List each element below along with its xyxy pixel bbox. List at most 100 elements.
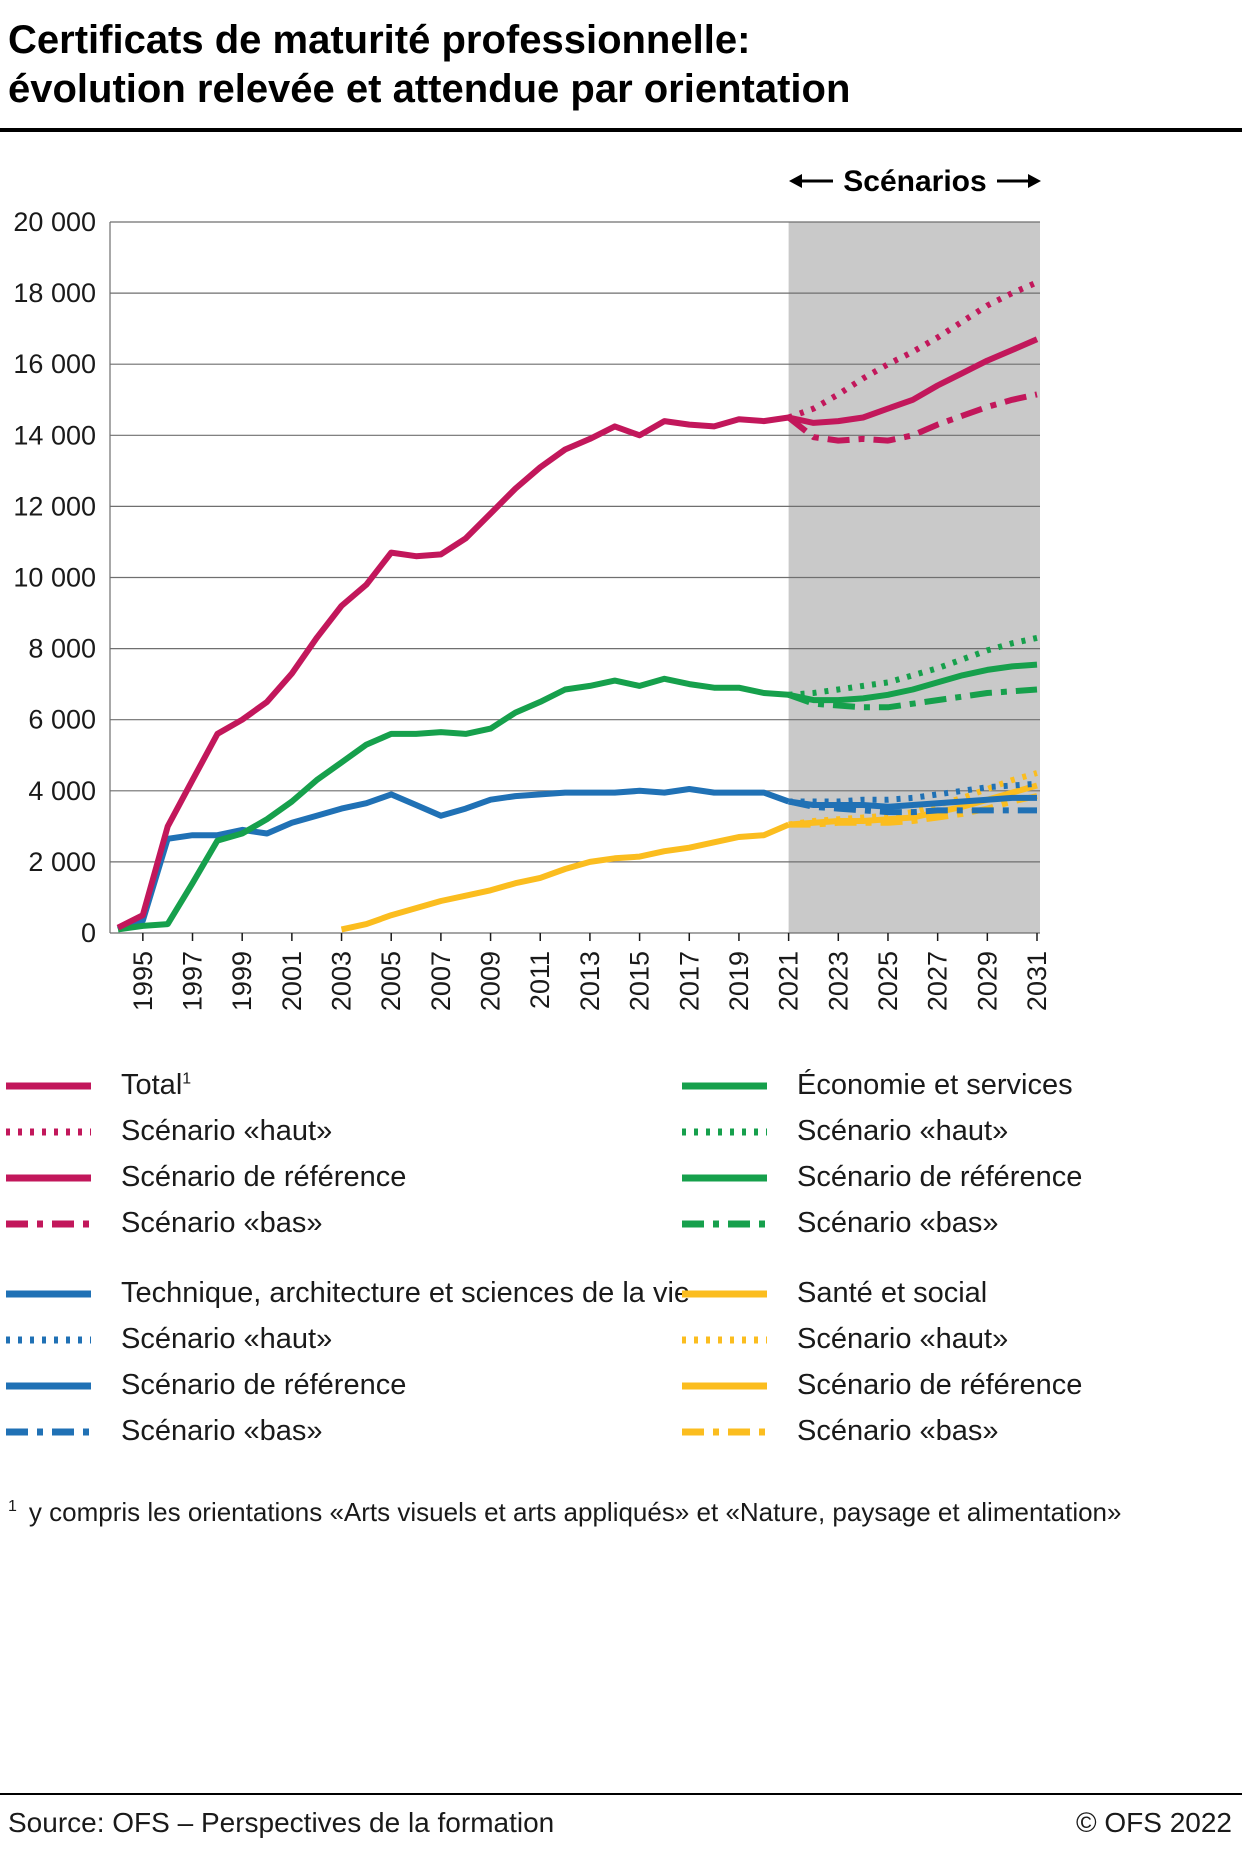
- series-technique-bas: [787, 798, 1037, 815]
- legend-label: Scénario «haut»: [797, 1115, 1009, 1148]
- x-tick-label: 2027: [923, 951, 953, 1011]
- legend-label: Scénario de référence: [121, 1161, 407, 1194]
- scenarios-label: Scénarios: [843, 165, 986, 198]
- x-tick-label: 2009: [476, 951, 506, 1011]
- legend-label: Scénario «haut»: [121, 1115, 333, 1148]
- legend-swatch-solid-icon: [682, 1382, 767, 1390]
- copyright-text: © OFS 2022: [1075, 1807, 1232, 1838]
- legend-item: Scénario «bas»: [682, 1201, 1242, 1247]
- legend-swatch-solid-icon: [6, 1382, 91, 1390]
- x-tick-label: 2031: [1022, 951, 1052, 1011]
- legend-item: Scénario «haut»: [6, 1317, 682, 1363]
- legend-label: Santé et social: [797, 1277, 988, 1310]
- y-tick-label: 12 000: [13, 491, 96, 521]
- series-economie-bas: [787, 686, 1038, 710]
- y-tick-label: 2 000: [28, 846, 96, 876]
- legend-label: Scénario «bas»: [797, 1207, 999, 1240]
- series-sante-observe: [340, 821, 790, 932]
- legend-column-right: Économie et services Scénario «haut» Scéna…: [682, 1063, 1242, 1455]
- x-tick-label: 1999: [227, 951, 257, 1011]
- legend-label: Scénario «bas»: [121, 1415, 323, 1448]
- x-tick-label: 2001: [277, 951, 307, 1011]
- legend-label: Scénario «bas»: [797, 1415, 999, 1448]
- legend-item: Scénario de référence: [682, 1155, 1242, 1201]
- y-tick-label: 18 000: [13, 278, 96, 308]
- y-tick-label: 6 000: [28, 704, 96, 734]
- legend-label: Scénario de référence: [121, 1369, 407, 1402]
- series-total-reference: [787, 336, 1039, 426]
- legend-item: Scénario «bas»: [6, 1409, 682, 1455]
- y-tick-label: 16 000: [13, 349, 96, 379]
- x-tick-label: 2017: [674, 951, 704, 1011]
- x-tick-label: 2025: [873, 951, 903, 1011]
- legend-item: Scénario «bas»: [6, 1201, 682, 1247]
- footnote-ref: 1: [182, 1070, 192, 1088]
- legend-item: Scénario «bas»: [682, 1409, 1242, 1455]
- y-tick-label: 4 000: [28, 775, 96, 805]
- legend-swatch-dotted-icon: [682, 1336, 767, 1344]
- legend-label: Scénario de référence: [797, 1369, 1083, 1402]
- chart-block: 0 2 000 4 000 6 000 8 000 10 000 12 000 14 000 1…: [0, 134, 1242, 1029]
- series-technique-haut: [788, 780, 1038, 805]
- legend-item: Santé et social: [682, 1271, 1242, 1317]
- title-divider: [0, 127, 1242, 132]
- legend-swatch-solid-icon: [682, 1082, 767, 1090]
- x-tick-label: 1997: [178, 951, 208, 1011]
- legend-swatch-dashdot-icon: [682, 1428, 767, 1436]
- legend-swatch-dashdot-icon: [6, 1428, 91, 1436]
- footer: Source: OFS – Perspectives de la formati…: [0, 1793, 1242, 1839]
- title-line-2: évolution relevée et attendue par orient…: [8, 66, 851, 111]
- legend-item: Économie et services: [682, 1063, 1242, 1109]
- source-text: Source: OFS – Perspectives de la formati…: [8, 1807, 555, 1838]
- legend-label: Scénario «haut»: [797, 1323, 1009, 1356]
- x-tick-label: 2021: [774, 951, 804, 1011]
- title-line-1: Certificats de maturité professionnelle:: [8, 18, 751, 62]
- chart-title: Certificats de maturité professionnelle:…: [0, 0, 1242, 128]
- legend-label: Scénario de référence: [797, 1161, 1083, 1194]
- legend-label: Scénario «bas»: [121, 1207, 323, 1240]
- series-technique-reference: [788, 794, 1037, 810]
- scenarios-arrow-left-icon: [789, 173, 802, 188]
- x-tick-label: 2005: [376, 951, 406, 1011]
- legend-swatch-dotted-icon: [6, 1128, 91, 1136]
- series-sante-bas: [788, 792, 1038, 828]
- legend-item: Scénario «haut»: [682, 1109, 1242, 1155]
- legend-swatch-solid-icon: [682, 1174, 767, 1182]
- x-tick-label: 2007: [426, 951, 456, 1011]
- y-tick-label: 10 000: [13, 562, 96, 592]
- x-tick-label: 2015: [625, 951, 655, 1011]
- x-tick-label: 2023: [823, 951, 853, 1011]
- legend-label: Technique, architecture et sciences de l…: [121, 1277, 691, 1310]
- legend-item: Scénario «haut»: [6, 1109, 682, 1155]
- footnote: 1 y compris les orientations «Arts visuel…: [0, 1497, 1242, 1528]
- footnote-text: y compris les orientations «Arts visuels…: [28, 1496, 1122, 1527]
- chart-svg: 0 2 000 4 000 6 000 8 000 10 000 12 000 14 000 1…: [13, 165, 1052, 1011]
- x-tick-label: 2003: [327, 951, 357, 1011]
- x-tick-label: 2029: [972, 951, 1002, 1011]
- legend-swatch-solid-icon: [6, 1082, 91, 1090]
- x-tick-label: 1995: [128, 951, 158, 1011]
- legend-item: Scénario de référence: [6, 1155, 682, 1201]
- footnote-marker: 1: [8, 1497, 17, 1515]
- series-economie-reference: [787, 661, 1038, 703]
- legend-swatch-dashdot-icon: [6, 1220, 91, 1228]
- legend-label: Scénario «haut»: [121, 1323, 333, 1356]
- x-tick-label: 2011: [525, 951, 555, 1009]
- legend-swatch-dotted-icon: [682, 1128, 767, 1136]
- series-total-observe: [116, 414, 790, 930]
- legend-label: Total1: [121, 1069, 192, 1102]
- x-tick-label: 2019: [724, 951, 754, 1011]
- legend-swatch-solid-icon: [682, 1290, 767, 1298]
- legend-item: Scénario de référence: [682, 1363, 1242, 1409]
- scenarios-arrow-right-icon: [1028, 173, 1041, 188]
- y-tick-label: 8 000: [28, 633, 96, 663]
- y-tick-label: 0: [81, 918, 96, 948]
- series-economie-observe: [117, 675, 789, 932]
- series-technique-observe: [116, 785, 790, 932]
- legend-item: Total1: [6, 1063, 682, 1109]
- legend-swatch-dashdot-icon: [682, 1220, 767, 1228]
- legend: Total1 Scénario «haut» Scénario de référen…: [0, 1063, 1242, 1455]
- legend-swatch-solid-icon: [6, 1174, 91, 1182]
- legend-item: Technique, architecture et sciences de l…: [6, 1271, 690, 1317]
- series-total-bas: [786, 391, 1038, 444]
